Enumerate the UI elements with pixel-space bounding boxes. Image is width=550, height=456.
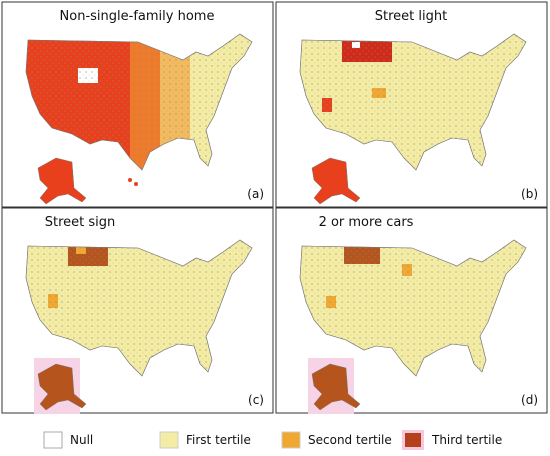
legend-label: First tertile [186,433,251,447]
legend-swatch [159,431,179,449]
map [299,239,527,414]
legend-swatch [43,431,63,449]
panel-label: (b) [521,187,538,201]
panel-frame [275,1,548,208]
panel-a: Non-single-family home (a) [1,1,274,208]
map [299,33,527,205]
panel-c: Street sign (c) [1,207,274,414]
panel-frame [275,207,548,414]
legend-label: Second tertile [308,433,392,447]
panel-frame [1,1,274,208]
panel-title: Street light [375,9,447,24]
legend-label: Third tertile [431,433,502,447]
panel-b: Street light (b) [275,1,548,208]
panel-frame [1,207,274,414]
legend-label: Null [70,433,93,447]
panel-title: 2 or more cars [319,215,414,230]
legend: Null First tertile Second tertile Third … [43,430,502,450]
map [25,239,253,414]
panel-label: (a) [247,187,264,201]
legend-swatch [405,433,421,447]
legend-swatch [281,431,301,449]
panel-title: Street sign [45,215,116,230]
panel-title: Non-single-family home [60,9,215,24]
panel-label: (c) [248,393,264,407]
map [25,33,253,205]
panel-label: (d) [521,393,538,407]
panel-d: 2 or more cars (d) [275,207,548,414]
